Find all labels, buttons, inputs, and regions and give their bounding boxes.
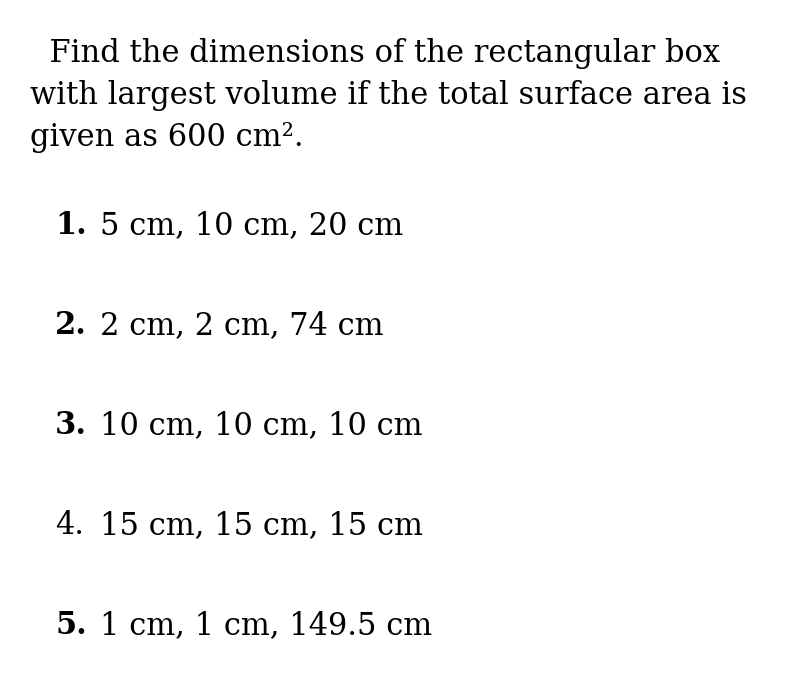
Text: Find the dimensions of the rectangular box: Find the dimensions of the rectangular b…	[30, 38, 720, 69]
Text: given as 600 cm².: given as 600 cm².	[30, 122, 304, 153]
Text: 2.: 2.	[55, 310, 87, 341]
Text: 10 cm, 10 cm, 10 cm: 10 cm, 10 cm, 10 cm	[100, 410, 423, 441]
Text: 5 cm, 10 cm, 20 cm: 5 cm, 10 cm, 20 cm	[100, 210, 403, 241]
Text: 1 cm, 1 cm, 149.5 cm: 1 cm, 1 cm, 149.5 cm	[100, 610, 432, 641]
Text: 15 cm, 15 cm, 15 cm: 15 cm, 15 cm, 15 cm	[100, 510, 423, 541]
Text: with largest volume if the total surface area is: with largest volume if the total surface…	[30, 80, 747, 111]
Text: 3.: 3.	[55, 410, 87, 441]
Text: 1.: 1.	[55, 210, 87, 241]
Text: 5.: 5.	[55, 610, 87, 641]
Text: 2 cm, 2 cm, 74 cm: 2 cm, 2 cm, 74 cm	[100, 310, 383, 341]
Text: 4.: 4.	[55, 510, 84, 541]
